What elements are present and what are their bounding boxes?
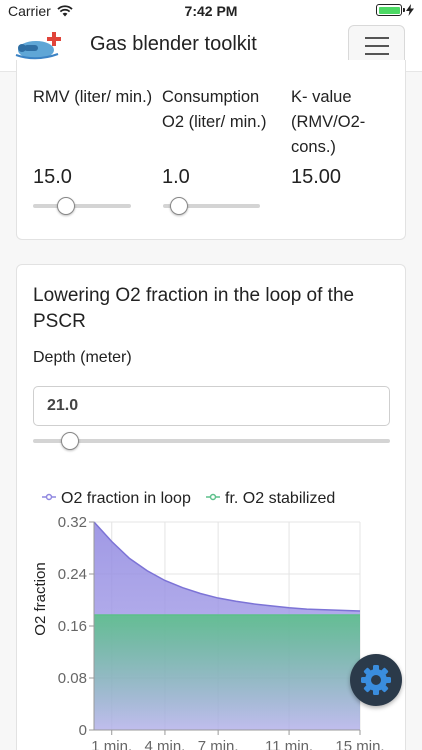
parameters-card: RMV (liter/ min.) 15.0 Consumption O2 (l… — [16, 60, 406, 240]
x-tick-labels: 1 min. 4 min. 7 min. 11 min. 15 min. — [91, 738, 384, 750]
rmv-value: 15.0 — [33, 166, 72, 188]
rmv-slider[interactable] — [33, 197, 131, 215]
series-line-loop — [93, 521, 361, 612]
o2-fraction-chart: O2 fraction in loop fr. O2 stabilized O2… — [32, 490, 385, 750]
chart-axes — [89, 521, 361, 735]
y-tick-label: 0.08 — [58, 670, 87, 687]
depth-slider[interactable] — [33, 432, 390, 450]
rmv-param: RMV (liter/ min.) — [33, 85, 153, 110]
legend-label-loop: O2 fraction in loop — [61, 490, 191, 507]
series-area-stabilized — [94, 614, 360, 730]
gear-icon — [361, 665, 391, 695]
legend-label-stabilized: fr. O2 stabilized — [225, 490, 335, 507]
status-time: 7:42 PM — [184, 3, 238, 19]
status-bar-right — [376, 4, 414, 16]
x-tick-label: 4 min. — [145, 738, 186, 750]
o2-consumption-slider-thumb[interactable] — [170, 197, 188, 215]
hamburger-menu-icon-bar — [364, 45, 389, 47]
rmv-slider-thumb[interactable] — [57, 197, 75, 215]
y-tick-label: 0.16 — [58, 618, 87, 635]
y-axis-label: O2 fraction — [32, 562, 49, 635]
o2-consumption-value: 1.0 — [162, 166, 190, 188]
y-tick-label: 0.32 — [58, 514, 87, 531]
depth-label: Depth (meter) — [33, 349, 132, 366]
y-tick-labels: 0 0.08 0.16 0.24 0.32 — [58, 514, 87, 739]
depth-slider-thumb[interactable] — [61, 432, 79, 450]
o2-consumption-label: Consumption O2 (liter/ min.) — [162, 88, 267, 131]
chart-legend: O2 fraction in loop fr. O2 stabilized — [42, 490, 335, 507]
wifi-icon — [57, 5, 73, 17]
charging-bolt-icon — [406, 4, 414, 16]
depth-input[interactable] — [33, 386, 390, 426]
o2-consumption-slider[interactable] — [163, 197, 260, 215]
brand-title[interactable]: Gas blender toolkit — [90, 33, 257, 55]
o2-consumption-param: Consumption O2 (liter/ min.) — [162, 85, 272, 135]
battery-icon — [376, 4, 405, 16]
k-value-label: K- value (RMV/O2- cons.) — [291, 88, 366, 156]
settings-fab-button[interactable] — [350, 654, 402, 706]
hamburger-menu-icon-bar — [364, 53, 389, 55]
diver-logo-icon[interactable] — [14, 28, 66, 64]
legend-item-loop[interactable]: O2 fraction in loop — [42, 490, 191, 507]
x-tick-label: 11 min. — [265, 738, 313, 750]
loop-o2-card: Lowering O2 fraction in the loop of the … — [16, 264, 406, 750]
x-tick-label: 1 min. — [91, 738, 132, 750]
hamburger-menu-icon-bar — [364, 37, 389, 39]
x-tick-label: 7 min. — [198, 738, 239, 750]
k-value-value: 15.00 — [291, 166, 342, 188]
loop-card-title: Lowering O2 fraction in the loop of the … — [33, 285, 355, 332]
x-tick-label: 15 min. — [335, 738, 384, 750]
status-bar-left: Carrier — [8, 3, 73, 19]
status-bar: Carrier 7:42 PM — [0, 0, 422, 22]
k-value-param: K- value (RMV/O2- cons.) — [291, 85, 381, 160]
y-tick-label: 0.24 — [58, 566, 87, 583]
y-tick-label: 0 — [79, 722, 87, 739]
carrier-label: Carrier — [8, 3, 51, 19]
legend-item-stabilized[interactable]: fr. O2 stabilized — [206, 490, 335, 507]
chart-areas — [93, 521, 361, 730]
rmv-label: RMV (liter/ min.) — [33, 88, 153, 106]
